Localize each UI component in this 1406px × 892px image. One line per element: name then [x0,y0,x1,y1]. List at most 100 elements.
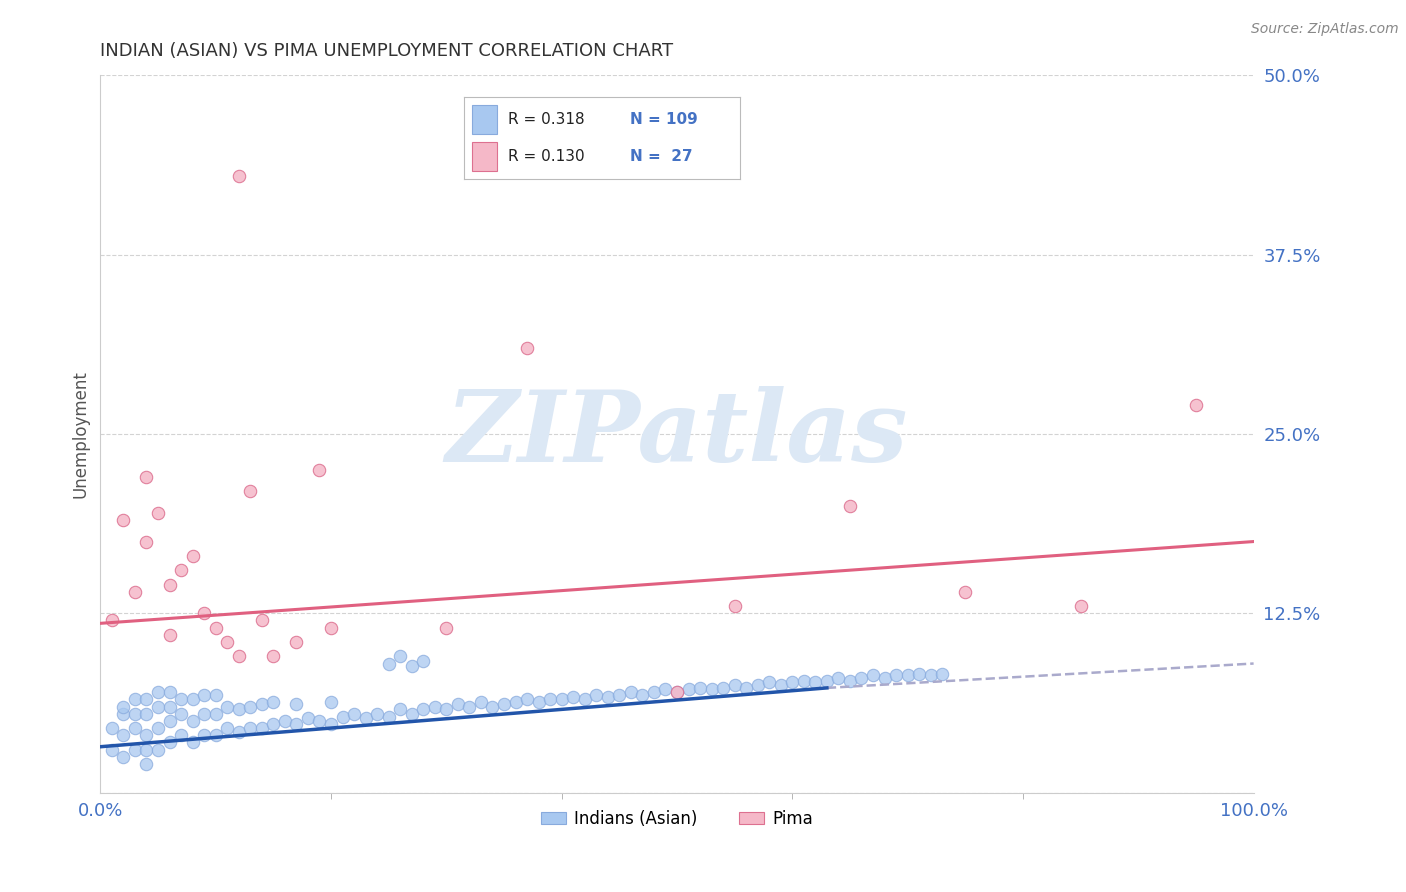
Point [319,716,342,731]
Point [170,563,193,577]
Point [159,714,181,728]
Point [758,675,780,690]
Point [711,681,734,695]
Point [319,695,342,709]
Point [447,697,470,711]
Point [135,706,157,721]
Point [193,728,215,742]
Point [343,706,366,721]
Point [620,685,643,699]
Point [724,599,747,614]
Point [747,678,769,692]
Point [423,699,446,714]
Point [170,728,193,742]
Point [250,697,273,711]
Legend: Indians (Asian), Pima: Indians (Asian), Pima [534,803,820,835]
Point [884,668,907,682]
Point [228,702,250,716]
Point [434,621,457,635]
Point [527,695,550,709]
Point [285,635,308,649]
Point [146,742,169,756]
Point [124,692,146,706]
Point [332,709,354,723]
Point [1185,398,1208,412]
Text: INDIAN (ASIAN) VS PIMA UNEMPLOYMENT CORRELATION CHART: INDIAN (ASIAN) VS PIMA UNEMPLOYMENT CORR… [100,42,673,60]
Point [412,654,434,668]
Y-axis label: Unemployment: Unemployment [72,370,89,498]
Point [112,513,135,527]
Point [204,688,226,702]
Point [204,621,226,635]
Point [516,341,538,355]
Point [434,702,457,716]
Point [793,673,815,688]
Point [678,682,700,697]
Point [538,692,561,706]
Point [181,692,204,706]
Point [193,706,215,721]
Point [458,699,481,714]
Point [217,721,239,735]
Point [596,690,619,704]
Point [654,682,676,697]
Point [354,711,377,725]
Point [204,728,226,742]
Point [135,742,157,756]
Point [112,749,135,764]
Point [839,499,862,513]
Point [897,668,920,682]
Point [643,685,665,699]
Point [665,685,688,699]
Point [124,721,146,735]
Point [135,534,157,549]
Point [689,681,711,695]
Point [631,688,654,702]
Point [274,714,297,728]
Point [159,735,181,749]
Point [112,728,135,742]
Point [412,702,434,716]
Point [389,649,412,664]
Point [827,671,849,685]
Point [193,607,215,621]
Point [285,697,308,711]
Point [135,692,157,706]
Point [665,685,688,699]
Point [228,725,250,739]
Point [228,169,250,183]
Point [585,688,607,702]
Point [193,688,215,702]
Point [931,666,953,681]
Point [239,721,262,735]
Point [262,716,284,731]
Point [159,577,181,591]
Point [377,709,399,723]
Point [217,635,239,649]
Point [101,614,124,628]
Point [250,721,273,735]
Point [735,681,758,695]
Point [170,706,193,721]
Point [262,649,284,664]
Point [181,735,204,749]
Point [124,742,146,756]
Point [204,706,226,721]
Point [101,721,124,735]
Point [308,714,330,728]
Point [135,756,157,771]
Point [228,649,250,664]
Point [470,695,492,709]
Point [217,699,239,714]
Point [550,692,572,706]
Point [159,685,181,699]
Point [146,685,169,699]
Point [112,706,135,721]
Text: ZIPatlas: ZIPatlas [446,385,908,483]
Point [124,584,146,599]
Point [574,692,596,706]
Point [319,621,342,635]
Text: Source: ZipAtlas.com: Source: ZipAtlas.com [1251,22,1399,37]
Point [262,695,284,709]
Point [516,692,538,706]
